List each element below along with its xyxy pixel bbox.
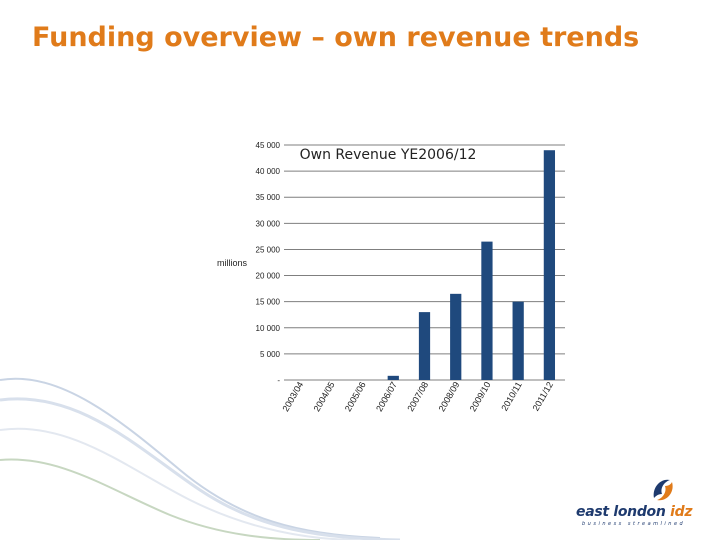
company-logo: east london idz business streamlined: [570, 476, 692, 527]
logo-wordmark: east london idz: [576, 504, 692, 520]
page-title: Funding overview – own revenue trends: [32, 22, 640, 53]
bar: [387, 375, 399, 380]
logo-tagline: business streamlined: [582, 521, 686, 527]
bar: [481, 241, 493, 380]
x-tick-label: 2008/09: [437, 380, 462, 413]
y-tick-label: 30 000: [256, 219, 281, 228]
x-tick-label: 2006/07: [374, 380, 399, 413]
bar: [512, 301, 524, 380]
y-tick-label: 15 000: [256, 298, 281, 307]
x-tick-labels: 2003/04 2004/05 2005/06 2006/07 2007/08 2008/…: [280, 380, 555, 413]
y-tick-label: 35 000: [256, 193, 281, 202]
y-axis-label: millions: [217, 258, 248, 268]
x-tick-label: 2010/11: [499, 380, 524, 413]
x-tick-label: 2004/05: [312, 380, 337, 413]
bar: [418, 312, 431, 380]
y-tick-label: 5 000: [260, 350, 281, 359]
y-tick-label: 10 000: [256, 324, 281, 333]
y-tick-label: 40 000: [256, 167, 281, 176]
x-tick-label: 2007/08: [405, 380, 430, 413]
y-tick-label: -: [277, 376, 280, 385]
y-tick-labels: - 5 000 10 000 15 000 20 000 25 000 30 000 35 0…: [256, 141, 281, 385]
logo-swirl-icon: [653, 479, 673, 501]
x-tick-label: 2003/04: [280, 380, 305, 413]
decorative-swoosh: [0, 377, 401, 540]
logo-name-part2: idz: [670, 504, 693, 520]
y-tick-label: 20 000: [256, 272, 281, 281]
bar: [543, 150, 556, 380]
y-tick-label: 45 000: [256, 141, 281, 150]
x-tick-label: 2011/12: [531, 380, 556, 413]
x-tick-label: 2005/06: [343, 380, 368, 413]
bars: [387, 150, 556, 380]
y-tick-label: 25 000: [256, 245, 281, 254]
bar: [450, 293, 462, 380]
x-tick-label: 2009/10: [468, 380, 493, 413]
logo-name-part1: east london: [576, 504, 671, 520]
chart-title: Own Revenue YE2006/12: [300, 147, 477, 163]
